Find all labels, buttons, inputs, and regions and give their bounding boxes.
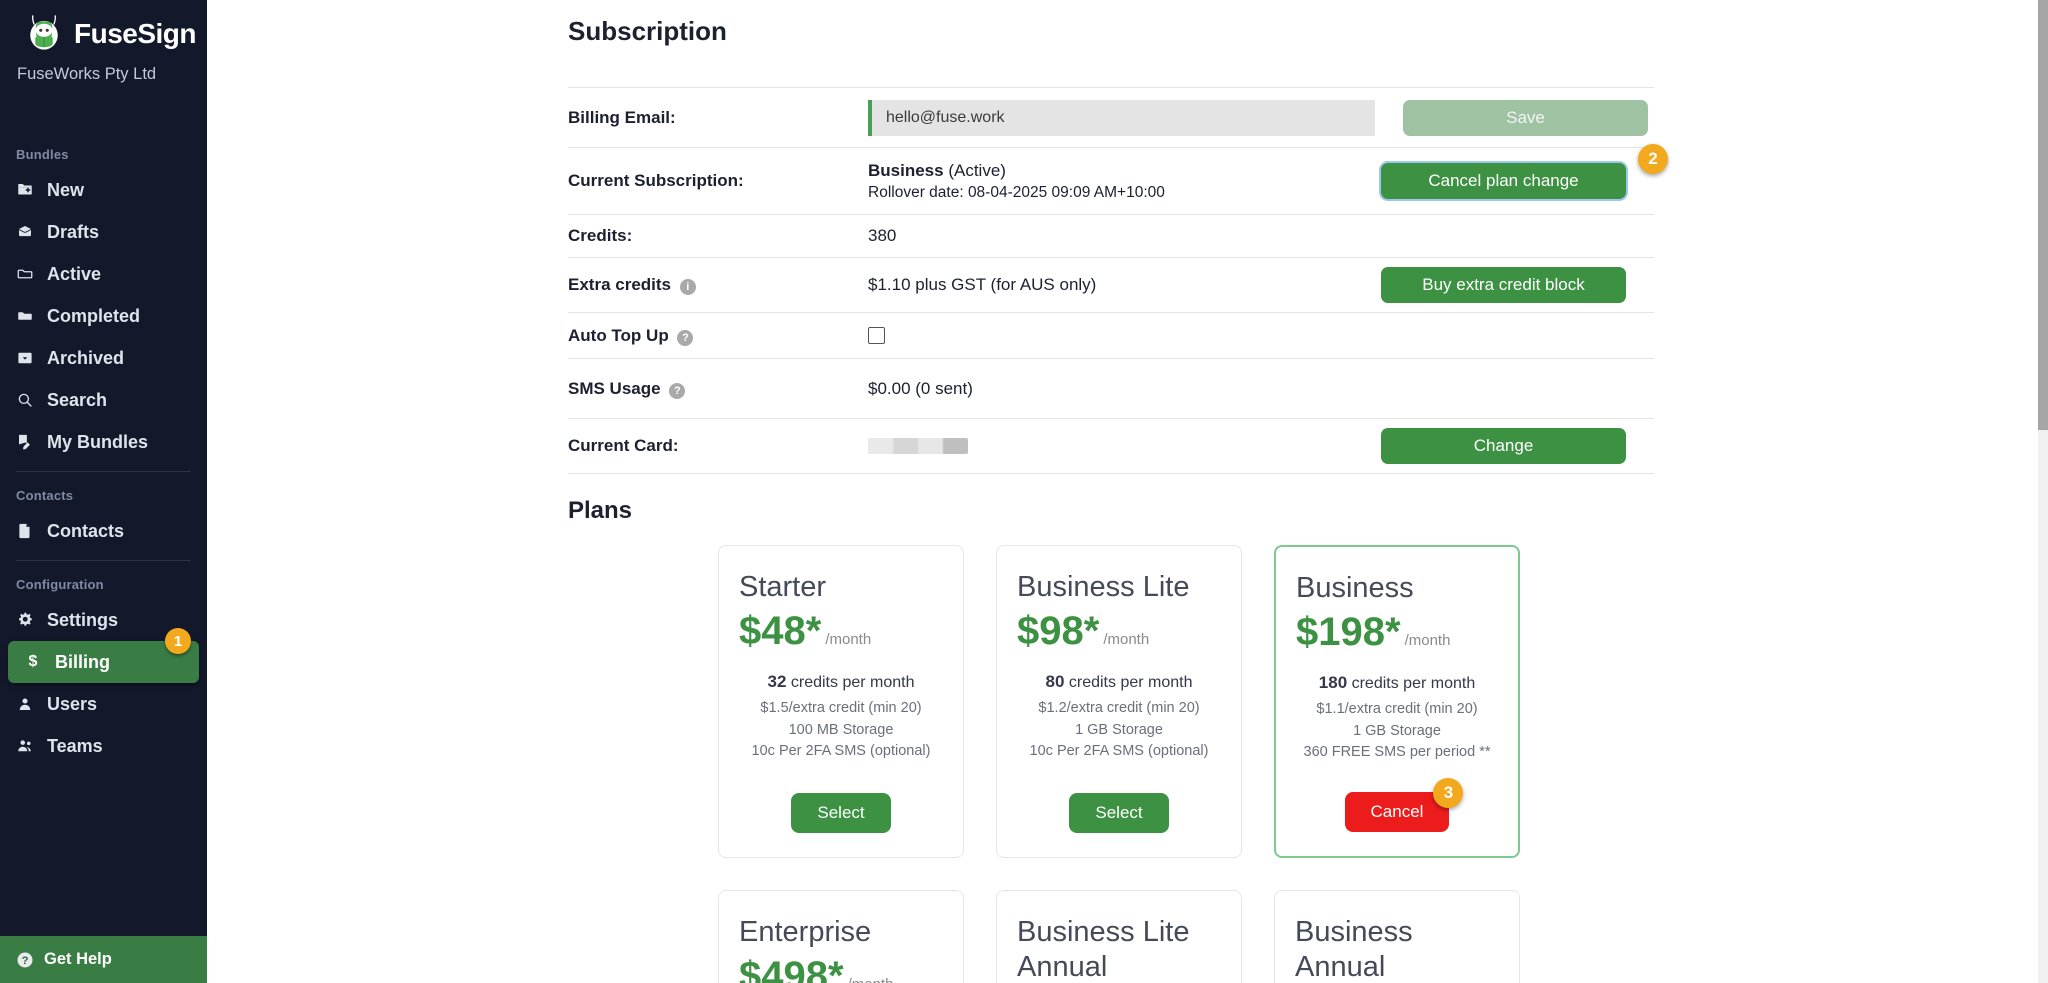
- svg-text:?: ?: [22, 954, 29, 966]
